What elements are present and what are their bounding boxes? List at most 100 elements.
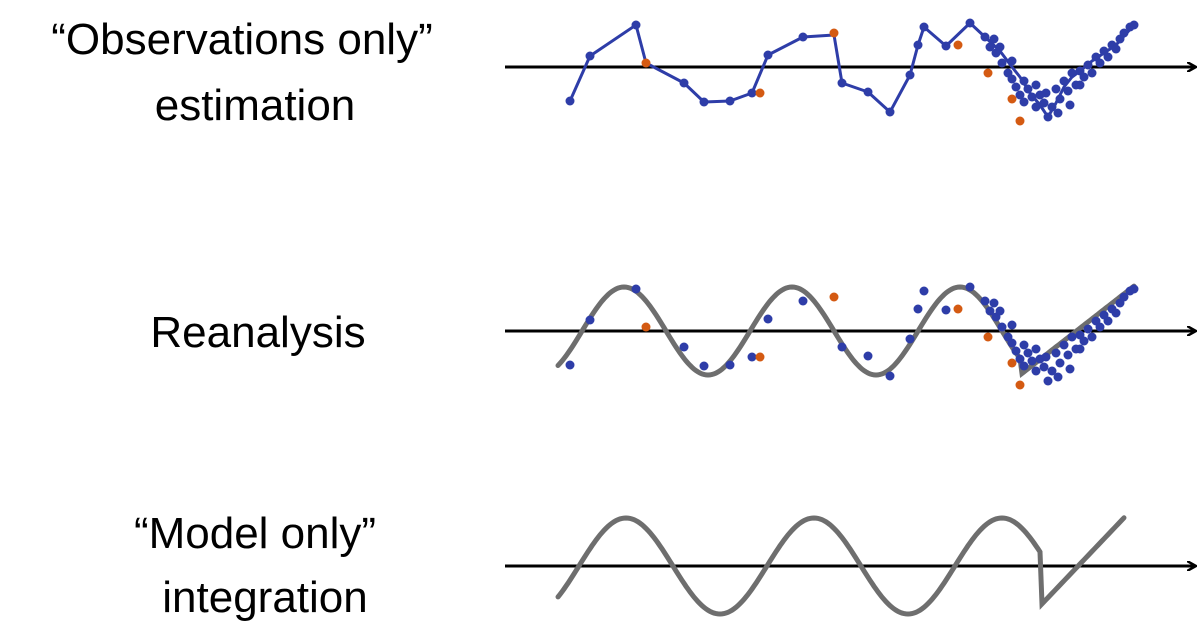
observation-point: [837, 78, 847, 88]
observation-point: [1065, 364, 1075, 374]
observation-point: [641, 58, 651, 68]
observation-point: [1095, 322, 1105, 332]
observation-point: [1007, 56, 1017, 66]
observation-point: [725, 96, 735, 106]
observation-point: [1011, 346, 1021, 356]
observation-point: [1043, 376, 1053, 386]
observation-point: [919, 22, 929, 32]
observation-point: [1041, 88, 1051, 98]
observation-point: [1103, 316, 1113, 326]
observation-point: [885, 107, 895, 117]
observation-point: [1007, 320, 1017, 330]
observation-point: [1129, 284, 1139, 294]
observation-point: [985, 42, 995, 52]
observation-point: [1023, 348, 1033, 358]
observation-point: [1075, 344, 1085, 354]
observation-point: [1119, 292, 1129, 302]
panel-reanalysis-label: Reanalysis: [150, 308, 365, 357]
observation-point: [1051, 84, 1061, 94]
observation-point: [1075, 80, 1085, 90]
observation-points-1: [565, 18, 1139, 126]
observation-point: [829, 292, 839, 302]
observation-point: [679, 342, 689, 352]
observation-point: [1039, 98, 1049, 108]
observation-point: [905, 70, 915, 80]
observation-point: [1019, 97, 1029, 107]
observation-point: [631, 284, 641, 294]
observation-point: [1023, 84, 1033, 94]
observation-point: [1053, 108, 1063, 118]
panel-observations-only: “Observations only” estimation: [51, 15, 1195, 130]
observation-point: [1129, 20, 1139, 30]
observation-point: [679, 78, 689, 88]
observation-point: [1063, 350, 1073, 360]
observation-point: [1047, 366, 1057, 376]
observation-point: [1083, 60, 1093, 70]
observation-point: [1019, 361, 1029, 371]
observation-point: [1079, 336, 1089, 346]
observation-point: [980, 296, 990, 306]
observation-point: [1119, 28, 1129, 38]
observation-point: [1047, 102, 1057, 112]
observation-point: [997, 322, 1007, 332]
observation-point: [1039, 362, 1049, 372]
observation-point: [837, 342, 847, 352]
observation-point: [1079, 72, 1089, 82]
observation-point: [1007, 94, 1017, 104]
observation-point: [1031, 102, 1041, 112]
observation-point: [1063, 86, 1073, 96]
observation-point: [1015, 380, 1025, 390]
observation-point: [983, 332, 993, 342]
observation-point: [995, 42, 1005, 52]
observation-points-2: [565, 282, 1139, 390]
observation-point: [1111, 44, 1121, 54]
observation-point: [1031, 80, 1041, 90]
model-only-curve: [555, 515, 1127, 617]
observation-point: [1095, 58, 1105, 68]
observation-point: [905, 334, 915, 344]
observation-point: [1111, 308, 1121, 318]
observation-point: [1065, 100, 1075, 110]
observation-point: [989, 34, 999, 44]
observation-point: [763, 314, 773, 324]
observation-point: [1007, 338, 1017, 348]
observation-point: [755, 88, 765, 98]
observation-point: [641, 322, 651, 332]
observation-point: [913, 40, 923, 50]
observation-point: [985, 306, 995, 316]
observation-point: [1031, 366, 1041, 376]
observation-point: [829, 28, 839, 38]
observation-point: [919, 286, 929, 296]
observation-point: [1011, 82, 1021, 92]
observation-connecting-line: [568, 21, 1136, 119]
observation-point: [941, 305, 951, 315]
observation-point: [798, 32, 808, 42]
observation-point: [585, 51, 595, 61]
observation-point: [1015, 354, 1025, 364]
observation-point: [1041, 352, 1051, 362]
observation-point: [995, 306, 1005, 316]
observation-point: [1031, 344, 1041, 354]
observation-point: [941, 41, 951, 51]
observation-point: [980, 32, 990, 42]
observation-point: [1015, 116, 1025, 126]
observation-point: [1087, 68, 1097, 78]
observation-point: [1059, 340, 1069, 350]
observation-point: [863, 351, 873, 361]
observation-point: [747, 352, 757, 362]
panel-observations-label-line-2: estimation: [155, 81, 356, 130]
panel-observations-label-line-1: “Observations only”: [51, 15, 432, 64]
observation-point: [725, 360, 735, 370]
observation-point: [565, 360, 575, 370]
observation-point: [1067, 68, 1077, 78]
observation-point: [1027, 356, 1037, 366]
observation-point: [953, 40, 963, 50]
observation-point: [965, 282, 975, 292]
observation-point: [1051, 348, 1061, 358]
observation-point: [989, 298, 999, 308]
observation-point: [1019, 76, 1029, 86]
observation-point: [798, 296, 808, 306]
observation-point: [863, 87, 873, 97]
observation-point: [699, 361, 709, 371]
